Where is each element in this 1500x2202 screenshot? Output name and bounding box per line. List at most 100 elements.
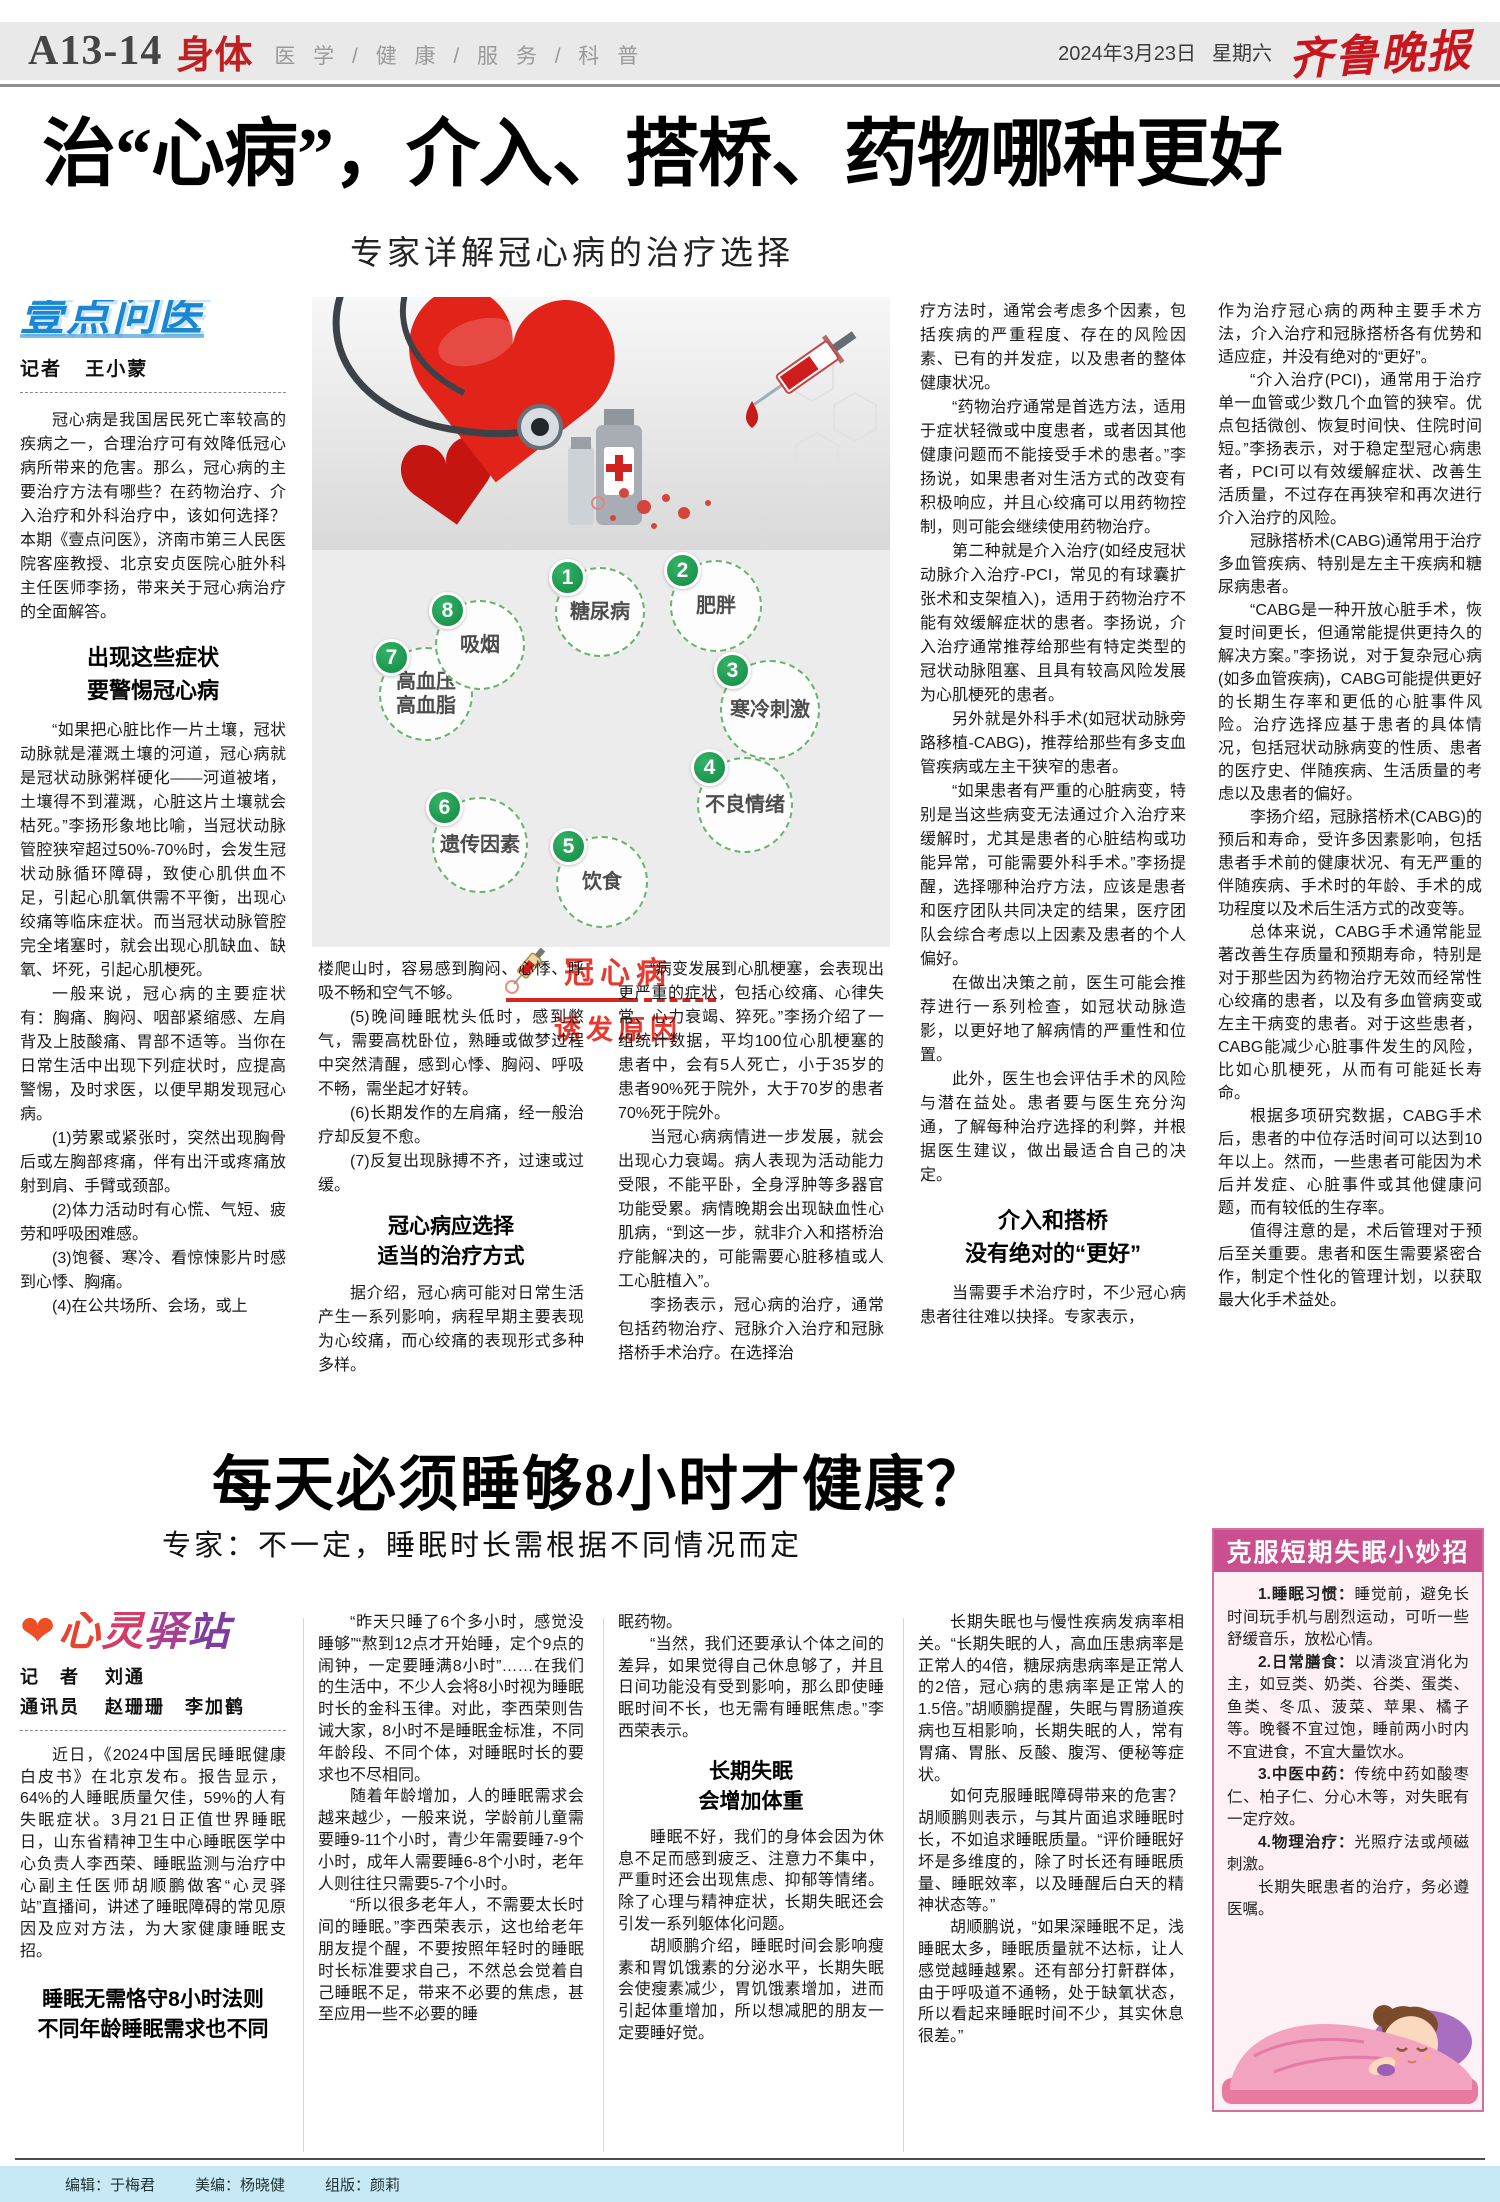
footer-credits: 编辑：于梅君 美编：杨晓健 组版：颜莉 [0,2166,1500,2202]
medicine-bottles [568,409,642,525]
paragraph: 李扬介绍，冠脉搭桥术(CABG)的预后和寿命，受许多因素影响，包括患者手术前的健… [1218,809,1482,918]
paragraph: 在做出决策之前，医生可能会推荐进行一系列检查，如冠状动脉造影，以更好地了解病情的… [920,975,1186,1064]
paragraph: (4)在公共场所、会场，或上 [52,1298,248,1315]
paragraph: (3)饱餐、寒冷、看惊悚影片时感到心悸、胸痛。 [20,1250,286,1291]
newspaper-logo: 齐鲁晚报 [1287,26,1474,85]
section-heading: 介入和搭桥 没有绝对的“更好” [964,1208,1141,1266]
paragraph: “介入治疗(PCI)，通常用于治疗单一血管或少数几个血管的狭窄。优点包括微创、恢… [1218,372,1482,527]
cause-label: 糖尿病 [570,601,630,623]
qa-column-logo: 壹点问医 [20,300,204,340]
article1-column-1: 壹点问医 记者 王小蒙 冠心病是我国居民死亡率较高的疾病之一，合理治疗可有效降低… [20,300,286,1412]
paragraph: (5)晚间睡眠枕头低时，感到憋气，需要高枕卧位，熟睡或做梦过程中突然清醒，感到心… [318,1009,584,1098]
paragraph: 冠脉搭桥术(CABG)通常用于治疗多血管疾病、特别是左主干疾病和糖尿病患者。 [1218,533,1482,596]
paragraph: 睡眠不好，我们的身体会因为休息不足而感到疲乏、注意力不集中，严重时还会出现焦虑、… [618,1828,884,1933]
credit-layout: 组版：颜莉 [325,2176,401,2194]
issue-date: 2024年3月23日 [1058,42,1196,65]
paragraph: “昨天只睡了6个多小时，感觉没睡够”“熬到12点才开始睡，定个9点的闹钟，一定要… [318,1614,584,1784]
byline-name: 王小蒙 [85,359,149,380]
cause-number: 1 [549,559,586,596]
heart-photo-illustration [312,297,890,550]
stethoscope-icon [332,297,563,450]
section-title: 身体 [176,34,253,77]
paragraph: 长期失眠也与慢性疾病发病率相关。“长期失眠的人，高血压患病率是正常人的4倍，糖尿… [918,1614,1184,1784]
cause-label: 寒冷刺激 [730,699,810,721]
paragraph: 另外就是外科手术(如冠状动脉旁路移植-CABG)，推荐给那些有多支血管疾病或左主… [920,711,1186,776]
article1-column-3: “病变发展到心肌梗塞，会表现出更严重的症状，包括心绞痛、心律失常、心力衰竭、猝死… [618,958,884,1410]
header-rule [0,84,1500,87]
page-number: A13-14 [28,28,163,74]
tips-box-body: 1.睡眠习惯：睡觉前，避免长时间玩手机与剧烈运动，可听一些舒缓音乐，放松心情。 … [1214,1572,1482,1922]
cause-number: 5 [550,828,587,865]
paragraph: (2)体力活动时有心慌、气短、疲劳和呼吸困难感。 [20,1202,286,1243]
cause-circle-2: 2 肥胖 [664,552,762,652]
tip-item: 3.中医中药：传统中药如酸枣仁、柏子仁、分心木等，对失眠有一定疗效。 [1227,1766,1469,1828]
byline: 记者 王小蒙 [20,358,286,393]
section-tags: 医 学 / 健 康 / 服 务 / 科 普 [274,45,645,68]
cause-label: 不良情绪 [705,794,785,816]
byline-label: 记者 [20,359,63,380]
cause-circle-5: 5 饮食 [550,828,648,928]
article1-column-5: 作为治疗冠心病的两种主要手术方法，介入治疗和冠脉搭桥各有优势和适应症，并没有绝对… [1218,300,1482,1412]
credit-designer: 美编：杨晓健 [195,2176,286,2194]
paragraph: “CABG是一种开放心脏手术，恢复时间更长，但通常能提供更持久的解决方案。”李扬… [1218,602,1482,803]
cause-circle-1: 1 糖尿病 [549,559,645,657]
paragraph: 一般来说，冠心病的主要症状有：胸痛、胸闷、咽部紧缩感、左肩背及上肢酸痛、胃部不适… [20,986,286,1123]
paragraph: 根据多项研究数据，CABG手术后，患者的中位存活时间可以达到10年以上。然而，一… [1218,1108,1482,1217]
byline: 记 者 刘通 [20,1666,146,1687]
paragraph: (6)长期发作的左肩痛，经一般治疗却反复不愈。 [318,1105,584,1146]
header-right: 2024年3月23日 星期六 齐鲁晚报 [1058,19,1473,85]
article2-subheadline: 专家：不一定，睡眠时长需根据不同情况而定 [162,1530,803,1562]
paragraph: 冠心病是我国居民死亡率较高的疾病之一，合理治疗可有效降低冠心病所带来的危害。那么… [20,412,286,621]
cause-label: 吸烟 [460,634,500,656]
paragraph: 李扬表示，冠心病的治疗，通常包括药物治疗、冠脉介入治疗和冠脉搭桥手术治疗。在选择… [618,1297,884,1362]
cause-circle-3: 3 寒冷刺激 [714,652,820,760]
footer-rule [15,2158,1485,2160]
paragraph: “如果患者有严重的心脏病变，特别是当这些病变无法通过介入治疗来缓解时，尤其是患者… [920,783,1186,968]
article2-column-3: 眠药物。 “当然，我们还要承认个体之间的差异，如果觉得自己休息够了，并且日间功能… [618,1612,884,2160]
small-heart [401,436,493,525]
issue-weekday: 星期六 [1212,42,1272,65]
cause-number: 3 [714,652,751,689]
article1-column-4: 疗方法时，通常会考虑多个因素，包括疾病的严重程度、存在的风险因素、已有的并发症，… [920,300,1186,1412]
paragraph: 值得注意的是，术后管理对于预后至关重要。患者和医生需要紧密合作，制定个性化的管理… [1218,1223,1482,1309]
column-rule [603,1618,604,2152]
paragraph: 楼爬山时，容易感到胸闷、心悸、呼吸不畅和空气不够。 [318,961,584,1002]
cause-label: 高血压 高血脂 [396,671,456,717]
section-heading: 出现这些症状 要警惕冠心病 [86,645,219,703]
article1-column-2: 楼爬山时，容易感到胸闷、心悸、呼吸不畅和空气不够。 (5)晚间睡眠枕头低时，感到… [318,958,584,1410]
article2-column-2: “昨天只睡了6个多小时，感觉没睡够”“熬到12点才开始睡，定个9点的闹钟，一定要… [318,1612,584,2160]
cause-circle-8: 8 吸烟 [429,592,525,690]
paragraph: 总体来说，CABG手术通常能显著改善生存质量和预期寿命，特别是对于那些因为药物治… [1218,924,1482,1102]
paragraph: “病变发展到心肌梗塞，会表现出更严重的症状，包括心绞痛、心律失常、心力衰竭、猝死… [618,961,884,1122]
sleeping-girl-illustration [1222,2005,1478,2104]
infographic-title: 冠心病 [564,957,672,990]
byline-block: 记 者 刘通 通讯员 赵珊珊 李加鹤 [20,1662,286,1731]
cause-number: 8 [429,592,466,629]
paragraph: 如何克服睡眠障碍带来的危害？胡顺鹏则表示，与其片面追求睡眠时长，不如追求睡眠质量… [918,1788,1184,1915]
article2-headline: 每天必须睡够8小时才健康？ [212,1452,988,1518]
paragraph: 眠药物。 [618,1614,683,1631]
section-heading: 长期失眠 会增加体重 [698,1759,804,1813]
hero-graphic: 1 糖尿病 2 肥胖 3 寒冷刺激 4 不良情绪 5 饮食 6 遗传因素 [312,297,890,1045]
column-rule [303,1618,304,2152]
tips-box-title: 克服短期失眠小妙招 [1214,1530,1482,1572]
paragraph: 胡顺鹏介绍，睡眠时间会影响瘦素和胃饥饿素的分泌水平，长期失眠会使瘦素减少，胃饥饿… [618,1937,884,2042]
article2-column-1: ❤心灵驿站 记 者 刘通 通讯员 赵珊珊 李加鹤 近日，《2024中国居民睡眠健… [20,1612,286,2160]
credit-editor: 编辑：于梅君 [65,2176,156,2194]
sleep-tips-box: 克服短期失眠小妙招 1.睡眠习惯：睡觉前，避免长时间玩手机与剧烈运动，可听一些舒… [1212,1528,1484,2112]
paragraph: (1)劳累或紧张时，突然出现胸骨后或左胸部疼痛，伴有出汗或疼痛放射到肩、手臂或颈… [20,1130,286,1195]
paragraph: 此外，医生也会评估手术的风险与潜在益处。患者要与医生充分沟通，了解每种治疗选择的… [920,1071,1186,1184]
byline: 通讯员 赵珊珊 李加鹤 [20,1696,246,1717]
section-heading: 冠心病应选择 适当的治疗方式 [377,1215,525,1268]
paragraph: “如果把心脏比作一片土壤，冠状动脉就是灌溉土壤的河道，冠心病就是冠状动脉粥样硬化… [20,722,286,979]
cause-number: 7 [373,639,410,676]
tip-item: 2.日常膳食：以清淡宜消化为主，如豆类、奶类、谷类、蛋类、鱼类、冬瓜、菠菜、苹果… [1227,1653,1469,1761]
paragraph: 疗方法时，通常会考虑多个因素，包括疾病的严重程度、存在的风险因素、已有的并发症，… [920,303,1186,392]
main-headline: 治“心病”，介入、搭桥、药物哪种更好 [42,114,1283,196]
droplets [591,488,711,529]
tip-item: 长期失眠患者的治疗，务必遵医嘱。 [1227,1878,1469,1919]
paragraph: “当然，我们还要承认个体之间的差异，如果觉得自己休息够了，并且日间功能没有受到影… [618,1635,884,1740]
infographic-subtitle: 诱发原因 [554,1015,682,1045]
cause-label: 肥胖 [696,595,736,617]
paragraph: 近日，《2024中国居民睡眠健康白皮书》在北京发布。报告显示，64%的人睡眠质量… [20,1746,286,1960]
